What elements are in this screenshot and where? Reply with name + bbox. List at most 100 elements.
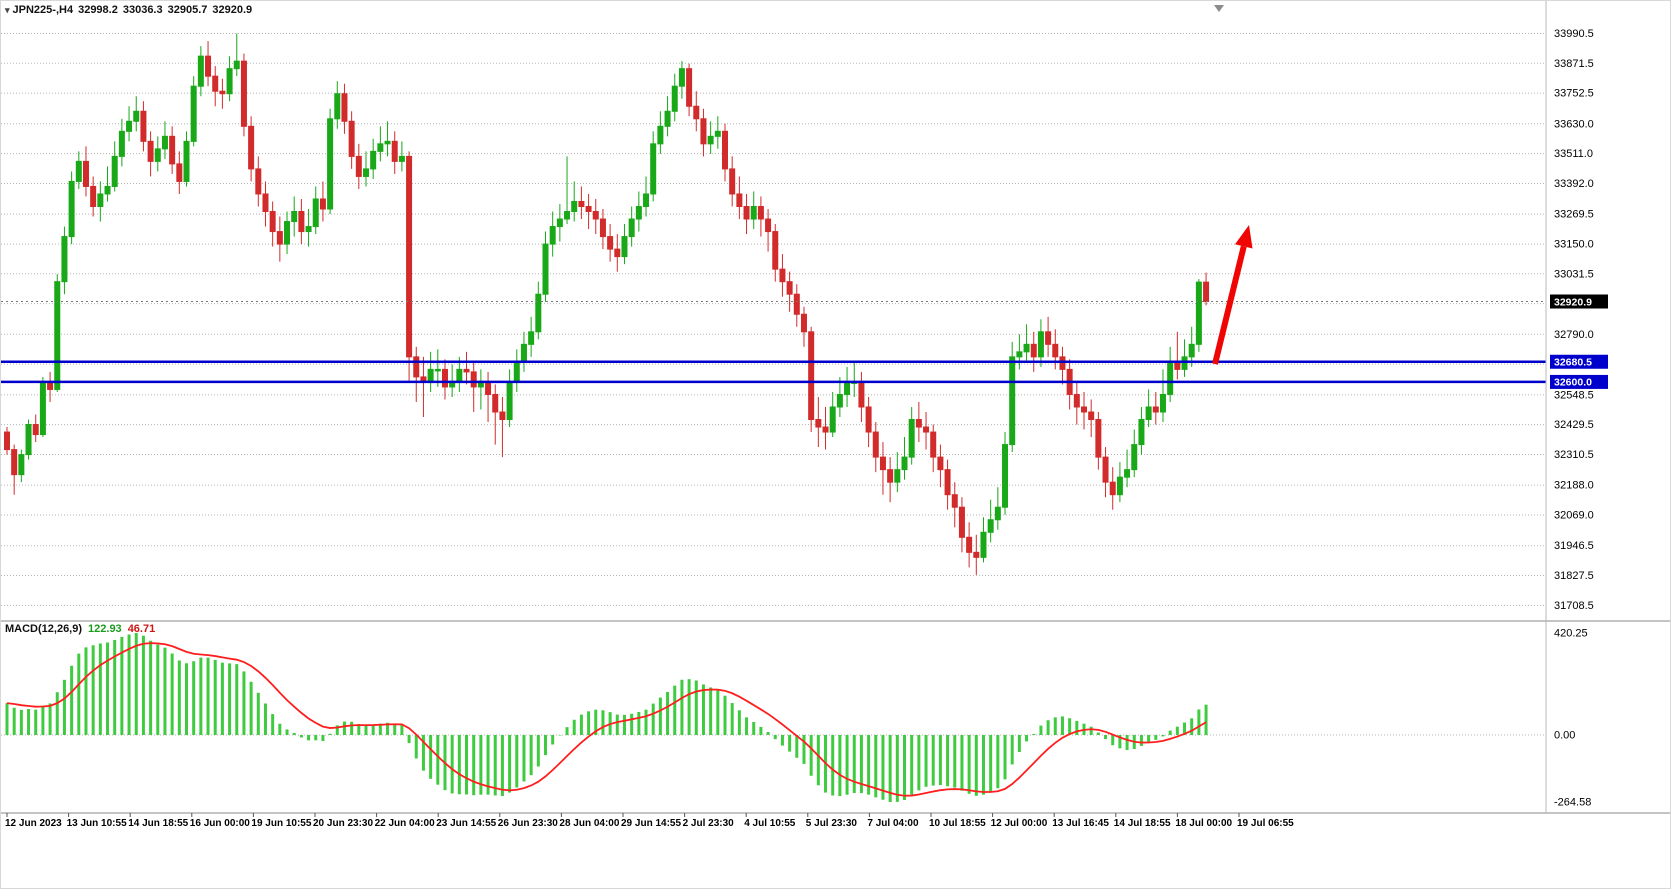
time-tick-label: 18 Jul 00:00 — [1175, 818, 1232, 829]
candle-body — [97, 193, 104, 207]
candle-body — [844, 381, 851, 395]
candle-body — [1023, 343, 1030, 353]
time-tick-label: 16 Jun 00:00 — [190, 818, 250, 829]
price-axis[interactable]: 33990.5 33871.5 33752.5 33630.0 33511.0 33392… — [1550, 28, 1608, 809]
current-price-tag — [1550, 294, 1608, 309]
candle-body — [1016, 351, 1023, 358]
candle-body — [635, 205, 642, 220]
candle-body — [571, 200, 578, 213]
candle-body — [1002, 444, 1009, 508]
annotations[interactable] — [1212, 5, 1253, 365]
candle-body — [549, 226, 556, 245]
hline-price-tag — [1550, 374, 1608, 389]
candle-body — [599, 218, 606, 238]
price-tick-label: 33630.0 — [1554, 118, 1594, 130]
price-tick-label: 32188.0 — [1554, 480, 1594, 492]
candle-body — [1195, 281, 1202, 345]
candle-body — [951, 494, 958, 508]
candle-body — [621, 236, 628, 258]
candle-body — [528, 331, 535, 345]
price-tick-label: 33511.0 — [1554, 148, 1593, 160]
candle-body — [930, 431, 937, 458]
time-tick-label: 13 Jul 16:45 — [1052, 818, 1109, 829]
candle-body — [793, 293, 800, 315]
candle-body — [743, 205, 750, 220]
candle-body — [90, 185, 97, 207]
candle-body — [68, 180, 75, 238]
trend-arrow-shaft[interactable] — [1212, 245, 1247, 365]
collapse-icon[interactable]: ▾ — [5, 5, 10, 15]
candle-body — [334, 93, 341, 120]
time-tick-label: 5 Jul 23:30 — [806, 818, 858, 829]
candle-body — [772, 231, 779, 270]
candle-body — [406, 155, 413, 358]
candle-body — [319, 198, 326, 210]
time-axis[interactable]: 12 Jun 2023 13 Jun 10:55 14 Jun 18:55 16 Ju… — [5, 813, 1294, 829]
macd-signal-value: 46.71 — [127, 623, 156, 635]
candle-body — [973, 551, 980, 558]
candle-body — [427, 368, 434, 383]
candle-body — [1045, 331, 1052, 345]
candle-body — [994, 506, 1001, 521]
candle-body — [1009, 356, 1016, 446]
candle-body — [966, 536, 973, 553]
svg-text:32920.9: 32920.9 — [1554, 296, 1592, 308]
candle-body — [197, 55, 204, 87]
ohlc-high: 33036.3 — [122, 4, 163, 16]
candle-body — [858, 381, 865, 408]
candle-body — [607, 236, 614, 250]
symbol-timeframe: JPN225-,H4 — [12, 4, 74, 16]
candle-body — [779, 268, 786, 283]
candle-body — [707, 135, 714, 145]
candle-body — [82, 160, 89, 187]
candle-body — [980, 531, 987, 558]
candle-body — [384, 140, 391, 145]
candle-body — [32, 424, 39, 436]
candle-body — [1138, 419, 1145, 446]
candle-body — [262, 193, 269, 213]
candle-body — [248, 125, 255, 170]
candle-body — [1102, 456, 1109, 483]
svg-text:32680.5: 32680.5 — [1554, 357, 1592, 369]
candle-body — [513, 361, 520, 383]
candle-body — [183, 140, 190, 182]
candle-body — [1181, 356, 1188, 370]
candle-body — [291, 211, 298, 223]
candle-body — [126, 120, 133, 132]
candle-body — [1037, 331, 1044, 358]
grid — [1, 32, 1546, 606]
candle-body — [829, 406, 836, 433]
chart-shift-marker-icon[interactable] — [1214, 5, 1224, 12]
price-tick-label: 33871.5 — [1554, 58, 1594, 70]
horizontal-line-objects[interactable] — [1, 301, 1546, 384]
candle-body — [757, 205, 764, 220]
candle-body — [1088, 411, 1095, 421]
time-tick-label: 13 Jun 10:55 — [67, 818, 127, 829]
candle-body — [147, 140, 154, 162]
panel-separators — [1, 1, 1670, 814]
candle-body — [492, 393, 499, 413]
candle-body — [650, 143, 657, 195]
candle-body — [118, 130, 125, 157]
candle-body — [312, 198, 319, 228]
candlestick-series — [4, 33, 1210, 575]
candle-body — [1188, 343, 1195, 358]
candle-body — [140, 110, 147, 142]
candle-body — [39, 381, 46, 436]
macd-main-value: 122.93 — [88, 623, 122, 635]
candle-body — [678, 68, 685, 87]
trend-arrow-head[interactable] — [1235, 225, 1253, 249]
ohlc-low: 32905.7 — [167, 4, 208, 16]
price-tick-label: 33392.0 — [1554, 178, 1594, 190]
candle-body — [190, 85, 197, 142]
candle-body — [1073, 393, 1080, 408]
candle-body — [556, 218, 563, 228]
candle-body — [133, 110, 140, 122]
candle-body — [1052, 343, 1059, 358]
candle-body — [305, 226, 312, 233]
time-tick-label: 4 Jul 10:55 — [744, 818, 796, 829]
candle-body — [370, 150, 377, 170]
candle-body — [1203, 281, 1210, 303]
